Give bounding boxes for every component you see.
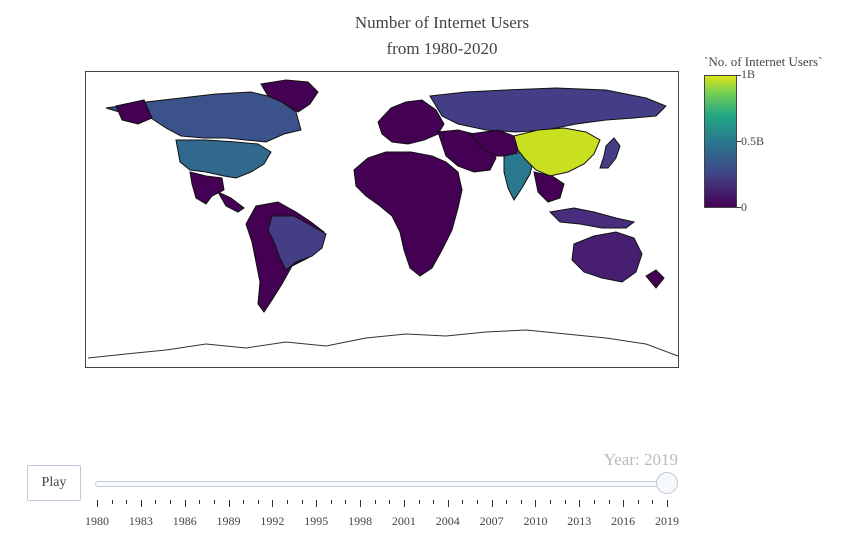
slider-tick: [491, 500, 493, 507]
antarctica-outline: [87, 329, 678, 359]
country-rest-of-world[interactable]: [115, 99, 153, 125]
colorbar-tickmark-bottom: [737, 207, 741, 208]
slider-tick: [345, 500, 347, 504]
chart-title: Number of Internet Users from 1980-2020: [0, 10, 868, 62]
country-rest-of-world[interactable]: [353, 151, 463, 277]
country-united-states[interactable]: [175, 139, 272, 179]
country-china[interactable]: [513, 127, 601, 177]
slider-tick: [213, 500, 215, 504]
country-canada[interactable]: [105, 91, 302, 143]
slider-tick: [184, 500, 186, 507]
current-year-label: Year: 2019: [603, 450, 678, 469]
year-slider-ticks: 1980 1983 1986 1989 1992 1995 1998 2001 2004 2007…: [0, 500, 868, 540]
slider-tick: [199, 500, 201, 504]
country-rest-of-world[interactable]: [469, 129, 523, 157]
slider-tick: [564, 500, 566, 504]
slider-tick: [652, 500, 654, 504]
slider-tick-label[interactable]: 2013: [567, 514, 592, 528]
year-slider-track[interactable]: [95, 481, 669, 487]
play-button[interactable]: Play: [27, 465, 81, 501]
slider-tick: [389, 500, 391, 504]
slider-tick: [433, 500, 435, 504]
colorbar-tick-label: 1B: [741, 67, 756, 81]
slider-tick-label[interactable]: 2001: [391, 514, 416, 528]
slider-tick: [316, 500, 318, 507]
slider-tick: [97, 500, 98, 507]
slider-tick: [477, 500, 478, 504]
world-map[interactable]: [85, 71, 679, 368]
slider-tick-label[interactable]: 2010: [523, 514, 548, 528]
slider-tick-label[interactable]: 1995: [304, 514, 329, 528]
slider-tick: [272, 500, 274, 507]
colorbar-tickmark-top: [737, 75, 741, 76]
country-rest-of-world[interactable]: [377, 99, 445, 145]
country-rest-of-world[interactable]: [189, 171, 225, 205]
slider-tick: [608, 500, 610, 504]
slider-tick: [447, 500, 449, 507]
slider-tick: [623, 500, 625, 507]
slider-tick: [593, 500, 595, 504]
slider-tick: [360, 500, 362, 507]
slider-tick: [418, 500, 420, 504]
slider-tick-label[interactable]: 1980: [85, 514, 109, 528]
chart-title-line2: from 1980-2020: [386, 39, 498, 58]
slider-tick: [155, 500, 157, 504]
slider-tick-label[interactable]: 1989: [216, 514, 241, 528]
country-rest-of-world[interactable]: [645, 269, 665, 289]
slider-tick-label[interactable]: 2007: [479, 514, 504, 528]
slider-tick-label[interactable]: 1983: [128, 514, 153, 528]
colorbar-title: `No. of Internet Users`: [704, 54, 823, 69]
slider-tick-label[interactable]: 2019: [655, 514, 679, 528]
slider-tick: [667, 500, 668, 507]
slider-tick: [287, 500, 288, 504]
country-indonesia[interactable]: [548, 207, 636, 229]
slider-tick: [140, 500, 142, 507]
slider-tick: [374, 500, 376, 504]
slider-tick-label[interactable]: 1998: [348, 514, 373, 528]
colorbar-tick-label: 0: [741, 200, 747, 214]
country-rest-of-world[interactable]: [533, 171, 565, 203]
country-russia[interactable]: [429, 87, 667, 133]
country-rest-of-world[interactable]: [216, 190, 245, 213]
slider-tick-label[interactable]: 1986: [172, 514, 197, 528]
slider-tick-label[interactable]: 2016: [611, 514, 636, 528]
colorbar: [704, 75, 737, 208]
slider-tick: [403, 500, 405, 507]
slider-tick: [535, 500, 537, 507]
slider-tick: [243, 500, 245, 504]
slider-tick: [579, 500, 581, 507]
country-rest-of-world[interactable]: [260, 79, 319, 113]
world-map-svg[interactable]: [86, 72, 679, 368]
chart-title-line1: Number of Internet Users: [354, 13, 530, 32]
year-slider-handle[interactable]: [656, 472, 678, 494]
country-brazil[interactable]: [267, 215, 327, 271]
slider-tick: [170, 500, 172, 504]
slider-tick: [506, 500, 508, 504]
slider-tick: [126, 500, 128, 504]
slider-tick: [462, 500, 464, 504]
slider-tick: [111, 500, 113, 504]
country-australia[interactable]: [571, 231, 643, 283]
slider-tick: [520, 500, 522, 504]
slider-tick: [637, 500, 639, 504]
slider-tick: [330, 500, 332, 504]
slider-tick: [301, 500, 303, 504]
country-japan[interactable]: [599, 137, 621, 169]
slider-tick-label[interactable]: 1992: [260, 514, 285, 528]
slider-tick: [257, 500, 259, 504]
colorbar-tickmark-mid: [737, 141, 741, 142]
colorbar-tick-label: 0.5B: [741, 134, 765, 148]
slider-tick: [228, 500, 230, 507]
slider-tick-label[interactable]: 2004: [435, 514, 460, 528]
slider-tick: [550, 500, 552, 504]
